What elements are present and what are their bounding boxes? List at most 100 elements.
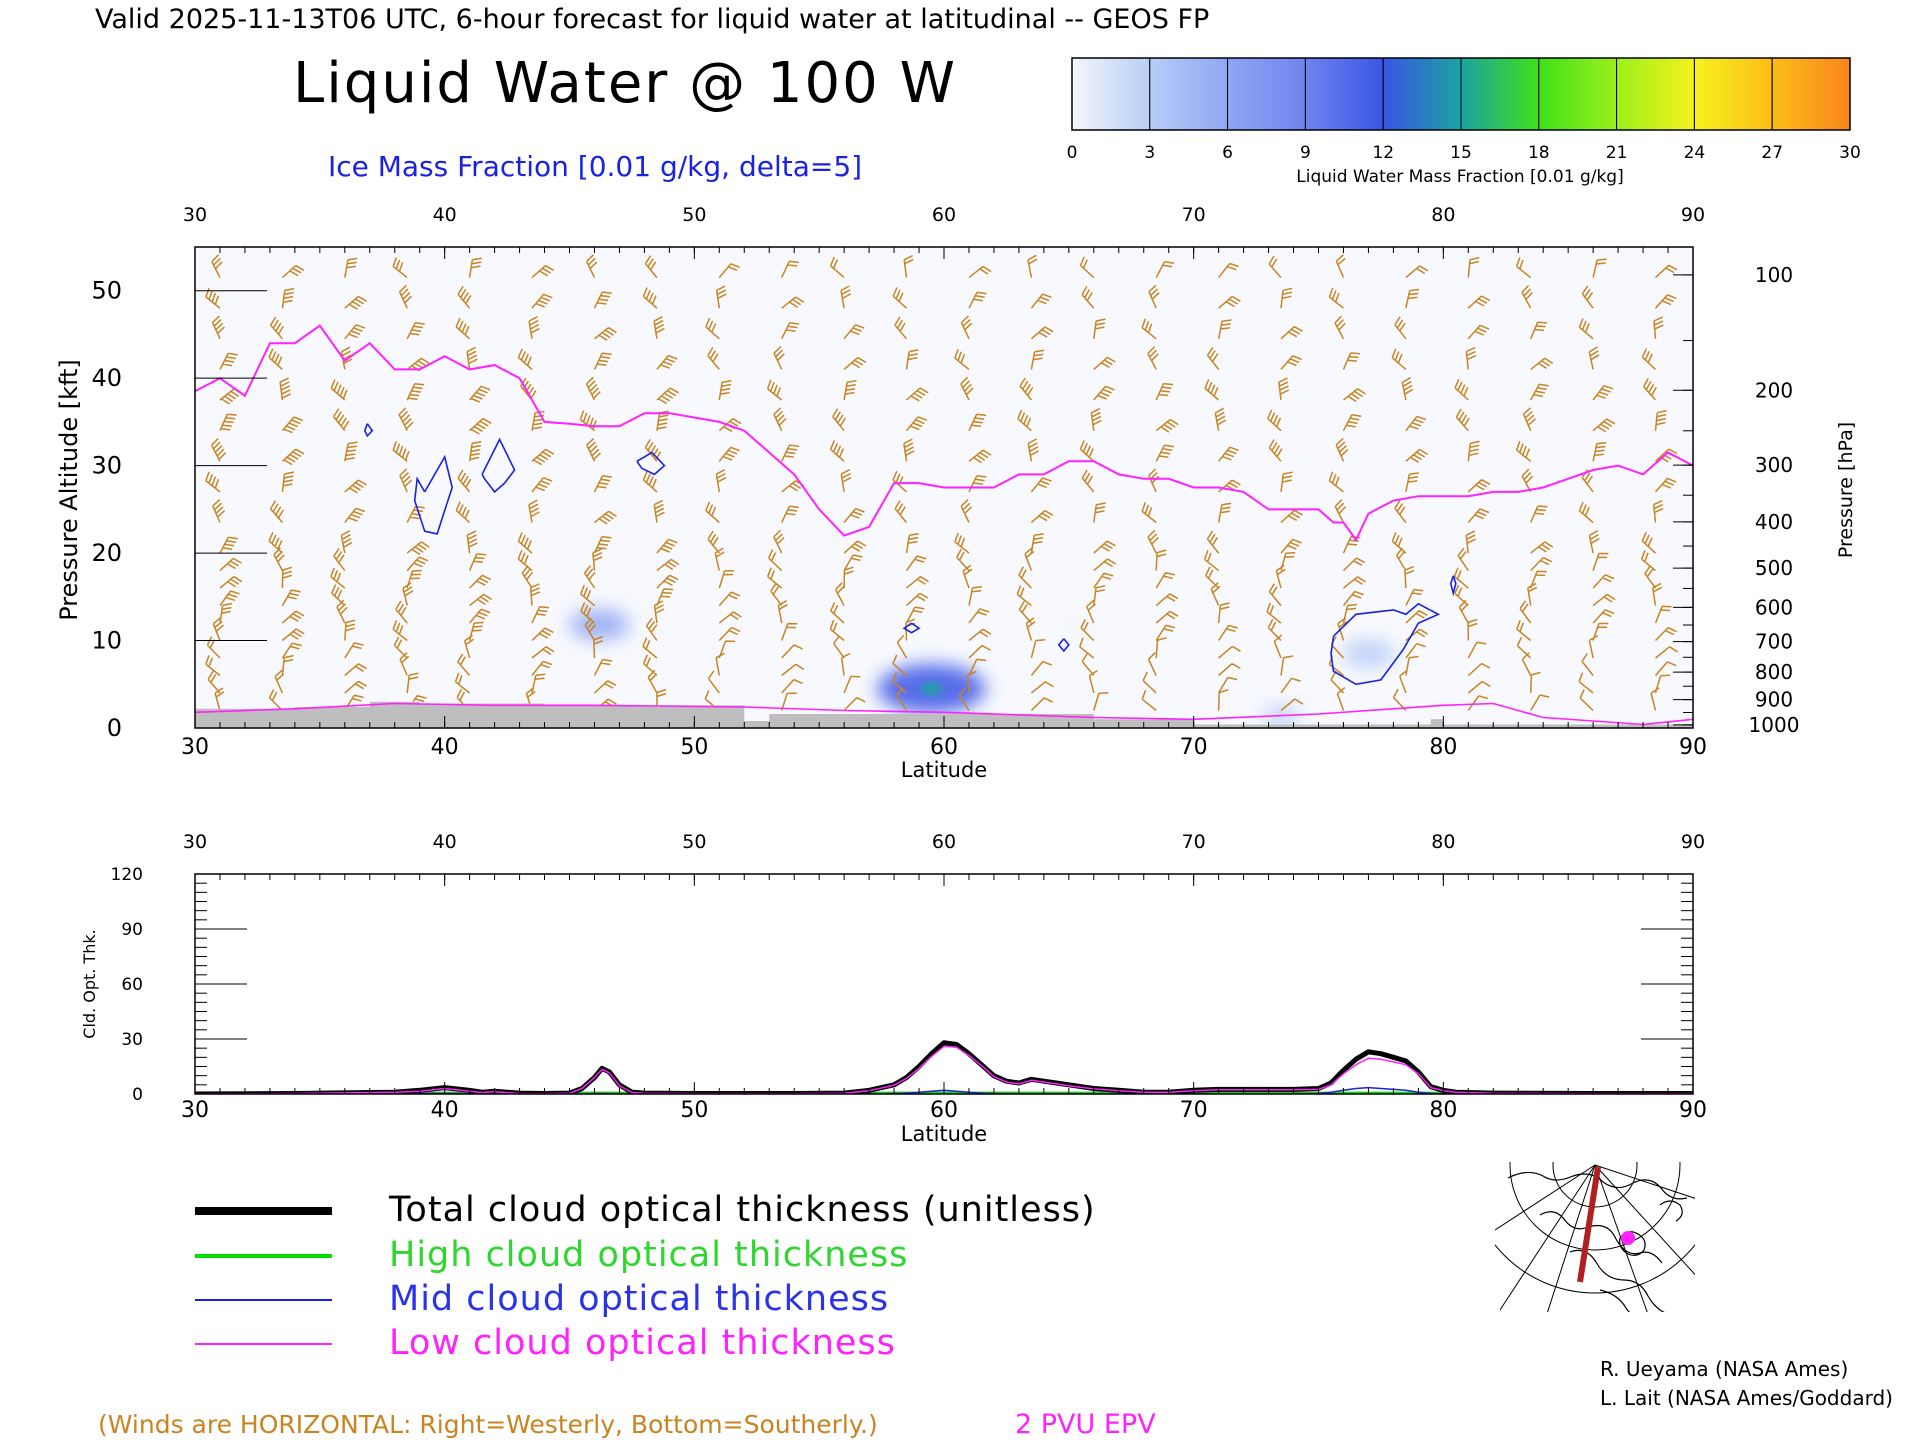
- colorbar-cells: [1071, 57, 1851, 131]
- wind-barb-field: [205, 254, 1679, 712]
- y-axis-tick-label: 60: [121, 975, 143, 995]
- top-axis-tick-label: 90: [1681, 831, 1705, 853]
- cross-section-panel: 30 30 40 40 50 50 60 60 70 70 80 80 90 90 0 10 20 30 40 50 1…: [55, 204, 1857, 782]
- top-axis-tick-label: 60: [932, 831, 956, 853]
- x-axis-tick-label: 50: [680, 1098, 708, 1123]
- top-axis-tick-label: 50: [682, 831, 706, 853]
- optical-thickness-xlabel: Latitude: [901, 1122, 987, 1146]
- colorbar-tick-label: 21: [1606, 143, 1628, 163]
- cross-section-axes: 30 30 40 40 50 50 60 60 70 70 80 80 90 90 0 10 20 30 40 50 1…: [91, 204, 1799, 760]
- subtitle: Ice Mass Fraction [0.01 g/kg, delta=5]: [328, 150, 862, 183]
- liquid-water-core: [921, 682, 942, 695]
- colorbar: 0 3 6 9 12 15 18 21 24 27 30 Liquid Water Mass Fra…: [1067, 57, 1861, 187]
- x-axis-tick-label: 70: [1180, 1098, 1208, 1123]
- ice-contour: [413, 454, 454, 535]
- top-axis-tick-label: 50: [682, 204, 706, 226]
- colorbar-tick-label: 24: [1684, 143, 1706, 163]
- y-axis-tick-label: 40: [91, 364, 122, 392]
- legend-label-mid: Mid cloud optical thickness: [389, 1279, 889, 1319]
- x-axis-tick-label: 30: [181, 735, 209, 760]
- top-axis-tick-label: 30: [183, 204, 207, 226]
- wind-barbs: [205, 254, 1679, 712]
- epv-2pvu-line-lower: [195, 702, 1693, 726]
- x-axis-tick-label: 90: [1679, 1098, 1707, 1123]
- colorbar-tick-label: 0: [1067, 143, 1078, 163]
- liquid-water-patch: [569, 609, 630, 641]
- colorbar-tick-label: 15: [1450, 143, 1472, 163]
- y-axis-tick-label: 90: [121, 920, 143, 940]
- liquid-water-patch: [1263, 705, 1300, 728]
- locator-map: [1495, 1162, 1695, 1312]
- liquid-water-patch: [1342, 639, 1395, 668]
- optical-thickness-background: [195, 874, 1693, 1094]
- x-axis-tick-label: 40: [431, 1098, 459, 1123]
- x-axis-tick-label: 70: [1180, 735, 1208, 760]
- colorbar-cell: [1693, 57, 1773, 131]
- pressure-tick-label: 1000: [1749, 713, 1800, 737]
- x-axis-tick-label: 40: [431, 735, 459, 760]
- locator-marker: [1621, 1231, 1635, 1245]
- top-axis-tick-label: 60: [932, 204, 956, 226]
- cross-section-ylabel: Pressure Altitude [kft]: [55, 359, 83, 621]
- colorbar-cell: [1538, 57, 1618, 131]
- y-axis-tick-label: 30: [91, 452, 122, 480]
- ice-contours: [363, 423, 1457, 686]
- ice-contour: [1057, 638, 1070, 653]
- credit-line-1: R. Ueyama (NASA Ames): [1600, 1357, 1848, 1381]
- legend: Total cloud optical thickness (unitless)…: [195, 1190, 1096, 1363]
- colorbar-cell: [1382, 57, 1462, 131]
- top-axis-tick-label: 70: [1182, 204, 1206, 226]
- cross-section-track: [1577, 1166, 1601, 1283]
- x-axis-tick-label: 90: [1679, 735, 1707, 760]
- top-axis-tick-label: 40: [433, 831, 457, 853]
- colorbar-tick-label: 6: [1222, 143, 1233, 163]
- epv-2pvu-line: [195, 324, 1693, 542]
- page-title: Liquid Water @ 100 W: [293, 51, 957, 116]
- ice-contour: [1330, 602, 1441, 686]
- top-axis-tick-label: 70: [1182, 831, 1206, 853]
- top-axis-tick-label: 80: [1431, 831, 1455, 853]
- pressure-tick-label: 500: [1755, 556, 1793, 580]
- x-axis-tick-label: 60: [930, 735, 958, 760]
- x-axis-tick-label: 80: [1429, 735, 1457, 760]
- x-axis-tick-label: 80: [1429, 1098, 1457, 1123]
- legend-label-total: Total cloud optical thickness (unitless): [388, 1190, 1096, 1230]
- y-axis-tick-label: 20: [91, 539, 122, 567]
- credit-line-2: L. Lait (NASA Ames/Goddard): [1600, 1386, 1893, 1410]
- pressure-tick-label: 100: [1755, 263, 1793, 287]
- y-axis-tick-label: 0: [107, 714, 122, 742]
- pressure-tick-label: 400: [1755, 510, 1793, 534]
- y-axis-tick-label: 10: [91, 627, 122, 655]
- cross-section-y2label: Pressure [hPa]: [1835, 422, 1857, 558]
- pressure-tick-label: 800: [1755, 660, 1793, 684]
- pressure-tick-label: 700: [1755, 630, 1793, 654]
- colorbar-frame: [1071, 57, 1851, 131]
- legend-label-high: High cloud optical thickness: [389, 1235, 908, 1275]
- top-axis-tick-label: 30: [183, 831, 207, 853]
- epv-label: 2 PVU EPV: [1015, 1409, 1156, 1440]
- colorbar-cell: [1071, 57, 1151, 131]
- colorbar-cell: [1149, 57, 1229, 131]
- top-axis-tick-label: 90: [1681, 204, 1705, 226]
- ice-contour: [636, 451, 666, 476]
- terrain-fill: [195, 701, 1693, 728]
- colorbar-cell: [1616, 57, 1695, 131]
- x-axis-tick-label: 50: [680, 735, 708, 760]
- colorbar-cell: [1460, 57, 1540, 131]
- colorbar-tick-label: 12: [1372, 143, 1394, 163]
- top-axis-tick-label: 80: [1431, 204, 1455, 226]
- colorbar-tick-label: 27: [1761, 143, 1783, 163]
- y-axis-tick-label: 50: [91, 277, 122, 305]
- optical-thickness-ylabel: Cld. Opt. Thk.: [80, 929, 99, 1038]
- top-axis-tick-label: 40: [433, 204, 457, 226]
- pressure-tick-label: 200: [1755, 378, 1793, 402]
- colorbar-ticks: 0 3 6 9 12 15 18 21 24 27 30: [1067, 143, 1861, 163]
- ice-contour: [481, 437, 516, 494]
- liquid-water-patches: [569, 609, 1395, 728]
- optical-thickness-panel: 30 30 40 40 50 50 60 60 70 70 80 80 90 90 0 30 60 90 120 L…: [80, 831, 1707, 1146]
- colorbar-tick-label: 9: [1300, 143, 1311, 163]
- colorbar-tick-label: 3: [1144, 143, 1155, 163]
- ice-contour: [1449, 575, 1457, 597]
- ice-contour: [902, 622, 921, 634]
